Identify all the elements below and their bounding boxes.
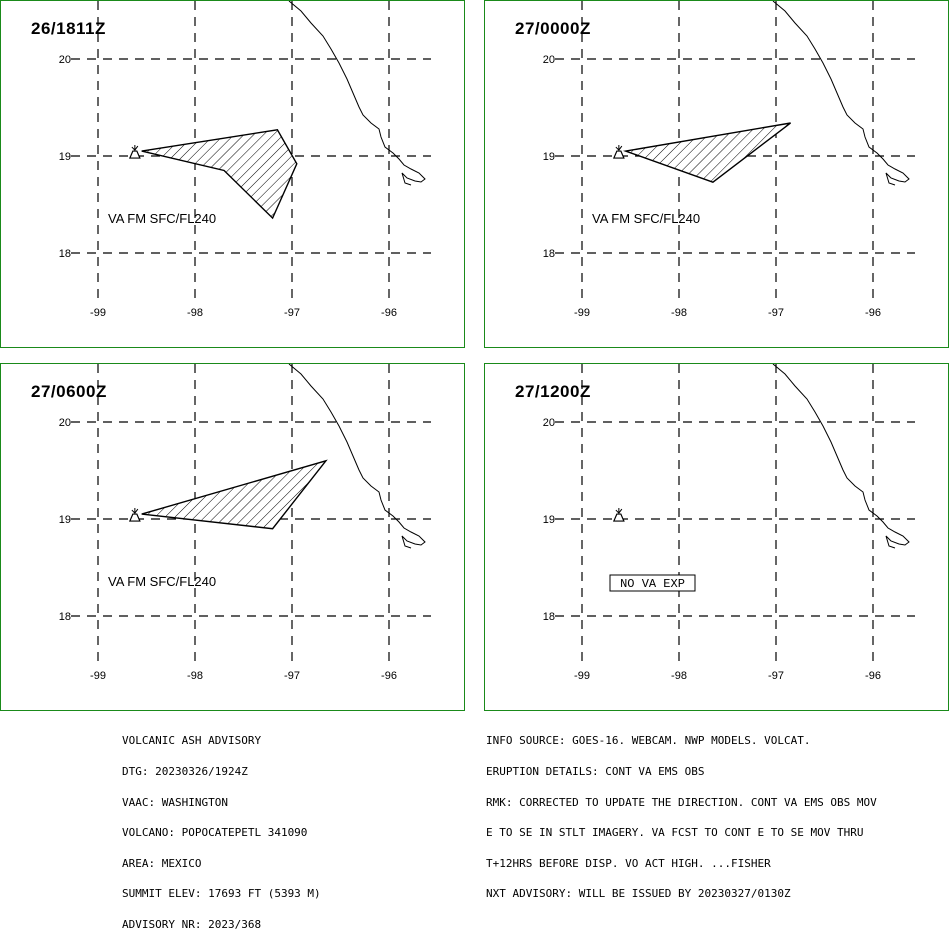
no-va-box — [609, 574, 696, 592]
forecast-map-0: -99 -98 -97 -96 20 19 18 VA FM SFC/FL240 — [59, 1, 431, 319]
lat-tick-label: 20 — [59, 54, 71, 66]
forecast-map-2: -99 -98 -97 -96 20 19 18 VA FM SFC/FL240 — [59, 364, 431, 682]
forecast-panel-0: -99 -98 -97 -96 20 19 18 VA FM SFC/FL240 26/181… — [0, 0, 465, 348]
advisory-line: VAAC: WASHINGTON — [122, 795, 228, 809]
va-level-label: VA FM SFC/FL240 — [108, 211, 216, 226]
lon-tick-label: -98 — [671, 670, 687, 682]
lon-tick-label: -98 — [187, 307, 203, 319]
forecast-panel-1: -99 -98 -97 -96 20 19 18 VA FM SFC/FL240 27/000… — [484, 0, 949, 348]
advisory-line: T+12HRS BEFORE DISP. VO ACT HIGH. ...FIS… — [486, 856, 771, 870]
advisory-line: INFO SOURCE: GOES-16. WEBCAM. NWP MODELS… — [486, 734, 811, 748]
lat-tick-label: 20 — [543, 417, 555, 429]
lon-tick-label: -97 — [768, 307, 784, 319]
lon-tick-label: -99 — [90, 670, 106, 682]
coastline — [772, 364, 910, 549]
advisory-line: ADVISORY NR: 2023/368 — [122, 917, 262, 931]
lat-tick-label: 18 — [59, 611, 71, 623]
forecast-map-3: -99 -98 -97 -96 20 19 18 NO VA EXP — [543, 364, 915, 682]
lat-tick-label: 19 — [543, 151, 555, 163]
lon-tick-label: -98 — [671, 307, 687, 319]
volcano-icon — [612, 508, 625, 522]
va-level-label: VA FM SFC/FL240 — [592, 211, 700, 226]
lon-tick-label: -99 — [90, 307, 106, 319]
panel-time-title: 27/0600Z — [31, 382, 107, 401]
panel-time-title: 26/1811Z — [31, 19, 106, 38]
lon-tick-label: -97 — [284, 670, 300, 682]
lat-tick-label: 20 — [543, 54, 555, 66]
coastline — [288, 364, 426, 549]
forecast-panel-2: -99 -98 -97 -96 20 19 18 VA FM SFC/FL240 27/060… — [0, 363, 465, 711]
lon-tick-label: -97 — [768, 670, 784, 682]
ash-cloud-area — [141, 459, 328, 530]
forecast-map-1: -99 -98 -97 -96 20 19 18 VA FM SFC/FL240 — [543, 1, 915, 319]
volcano-icon — [612, 145, 625, 159]
lon-tick-label: -96 — [865, 670, 881, 682]
lat-tick-label: 18 — [543, 248, 555, 260]
volcano-icon — [128, 145, 141, 159]
advisory-header-text: VOLCANIC ASH ADVISORY DTG: 20230326/1924… — [122, 716, 321, 940]
advisory-line: AREA: MEXICO — [122, 856, 202, 870]
lon-tick-label: -96 — [865, 307, 881, 319]
panel-time-title: 27/1200Z — [515, 382, 591, 401]
lat-tick-label: 20 — [59, 417, 71, 429]
volcano-icon — [128, 508, 141, 522]
lat-tick-label: 18 — [59, 248, 71, 260]
advisory-line: SUMMIT ELEV: 17693 FT (5393 M) — [122, 887, 321, 901]
lon-tick-label: -96 — [381, 670, 397, 682]
advisory-remarks-text: INFO SOURCE: GOES-16. WEBCAM. NWP MODELS… — [486, 716, 877, 910]
lon-tick-label: -97 — [284, 307, 300, 319]
advisory-line: NXT ADVISORY: WILL BE ISSUED BY 20230327… — [486, 887, 791, 901]
ash-cloud-area — [622, 122, 792, 183]
coastline — [288, 1, 426, 186]
lat-tick-label: 19 — [59, 514, 71, 526]
ash-cloud-area — [141, 129, 298, 220]
lat-tick-label: 18 — [543, 611, 555, 623]
lon-tick-label: -98 — [187, 670, 203, 682]
advisory-line: VOLCANO: POPOCATEPETL 341090 — [122, 826, 308, 840]
lat-tick-label: 19 — [543, 514, 555, 526]
panel-time-title: 27/0000Z — [515, 19, 591, 38]
forecast-panel-3: -99 -98 -97 -96 20 19 18 NO VA EXP 27/1200Z — [484, 363, 949, 711]
lon-tick-label: -96 — [381, 307, 397, 319]
lat-tick-label: 19 — [59, 151, 71, 163]
va-level-label: VA FM SFC/FL240 — [108, 574, 216, 589]
coastline — [772, 1, 910, 186]
lon-tick-label: -99 — [574, 307, 590, 319]
advisory-line: RMK: CORRECTED TO UPDATE THE DIRECTION. … — [486, 795, 877, 809]
lon-tick-label: -99 — [574, 670, 590, 682]
advisory-line: DTG: 20230326/1924Z — [122, 765, 248, 778]
advisory-line: ERUPTION DETAILS: CONT VA EMS OBS — [486, 765, 705, 778]
no-va-label: NO VA EXP — [620, 577, 685, 591]
advisory-line: E TO SE IN STLT IMAGERY. VA FCST TO CONT… — [486, 826, 864, 840]
advisory-line: VOLCANIC ASH ADVISORY — [122, 734, 262, 748]
